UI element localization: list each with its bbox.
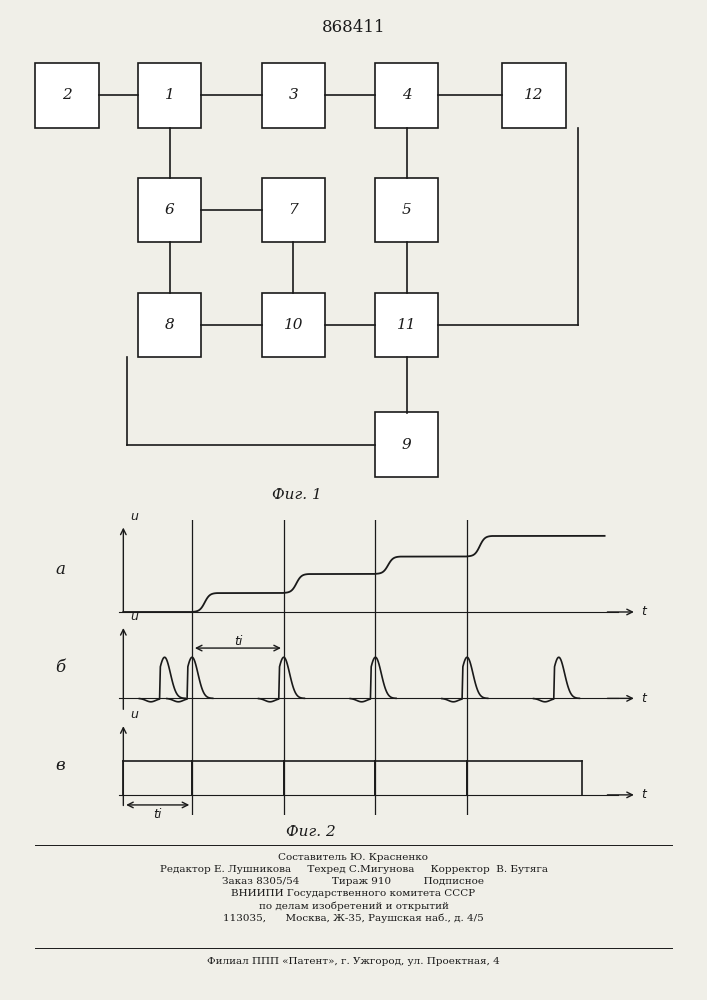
Text: Редактор Е. Лушникова     Техред С.Мигунова     Корректор  В. Бутяга: Редактор Е. Лушникова Техред С.Мигунова … bbox=[160, 865, 547, 874]
Text: u: u bbox=[130, 610, 138, 623]
Text: 3: 3 bbox=[288, 88, 298, 102]
Text: ВНИИПИ Государственного комитета СССР: ВНИИПИ Государственного комитета СССР bbox=[231, 890, 476, 898]
Text: Филиал ППП «Патент», г. Ужгород, ул. Проектная, 4: Филиал ППП «Патент», г. Ужгород, ул. Про… bbox=[207, 958, 500, 966]
FancyBboxPatch shape bbox=[262, 62, 325, 127]
Text: t: t bbox=[641, 605, 646, 618]
Text: Составитель Ю. Красненко: Составитель Ю. Красненко bbox=[279, 854, 428, 862]
FancyBboxPatch shape bbox=[138, 62, 201, 127]
Text: в: в bbox=[55, 757, 65, 774]
FancyBboxPatch shape bbox=[375, 292, 438, 357]
Text: u: u bbox=[130, 510, 138, 523]
Text: Фиг. 2: Фиг. 2 bbox=[286, 825, 336, 839]
FancyBboxPatch shape bbox=[375, 412, 438, 477]
Text: 5: 5 bbox=[402, 203, 411, 217]
Text: t: t bbox=[641, 788, 646, 801]
Text: 8: 8 bbox=[165, 318, 175, 332]
Text: 113035,      Москва, Ж-35, Раушская наб., д. 4/5: 113035, Москва, Ж-35, Раушская наб., д. … bbox=[223, 913, 484, 923]
Text: 12: 12 bbox=[524, 88, 544, 102]
Text: ti: ti bbox=[153, 808, 162, 821]
Text: 10: 10 bbox=[284, 318, 303, 332]
FancyBboxPatch shape bbox=[138, 178, 201, 242]
Text: по делам изобретений и открытий: по делам изобретений и открытий bbox=[259, 901, 448, 911]
FancyBboxPatch shape bbox=[502, 62, 566, 127]
Text: 2: 2 bbox=[62, 88, 72, 102]
Text: u: u bbox=[130, 708, 138, 721]
FancyBboxPatch shape bbox=[35, 62, 99, 127]
FancyBboxPatch shape bbox=[375, 178, 438, 242]
Text: 11: 11 bbox=[397, 318, 416, 332]
Text: 9: 9 bbox=[402, 438, 411, 452]
Text: Фиг. 1: Фиг. 1 bbox=[272, 488, 322, 502]
FancyBboxPatch shape bbox=[262, 178, 325, 242]
FancyBboxPatch shape bbox=[262, 292, 325, 357]
Text: 4: 4 bbox=[402, 88, 411, 102]
Text: 7: 7 bbox=[288, 203, 298, 217]
FancyBboxPatch shape bbox=[375, 62, 438, 127]
Text: а: а bbox=[55, 561, 65, 578]
Text: t: t bbox=[641, 692, 646, 705]
Text: Заказ 8305/54          Тираж 910          Подписное: Заказ 8305/54 Тираж 910 Подписное bbox=[223, 878, 484, 886]
Text: 1: 1 bbox=[165, 88, 175, 102]
Text: б: б bbox=[55, 659, 65, 676]
Text: 868411: 868411 bbox=[322, 19, 385, 36]
Text: ti: ti bbox=[234, 635, 242, 648]
FancyBboxPatch shape bbox=[138, 292, 201, 357]
Text: 6: 6 bbox=[165, 203, 175, 217]
